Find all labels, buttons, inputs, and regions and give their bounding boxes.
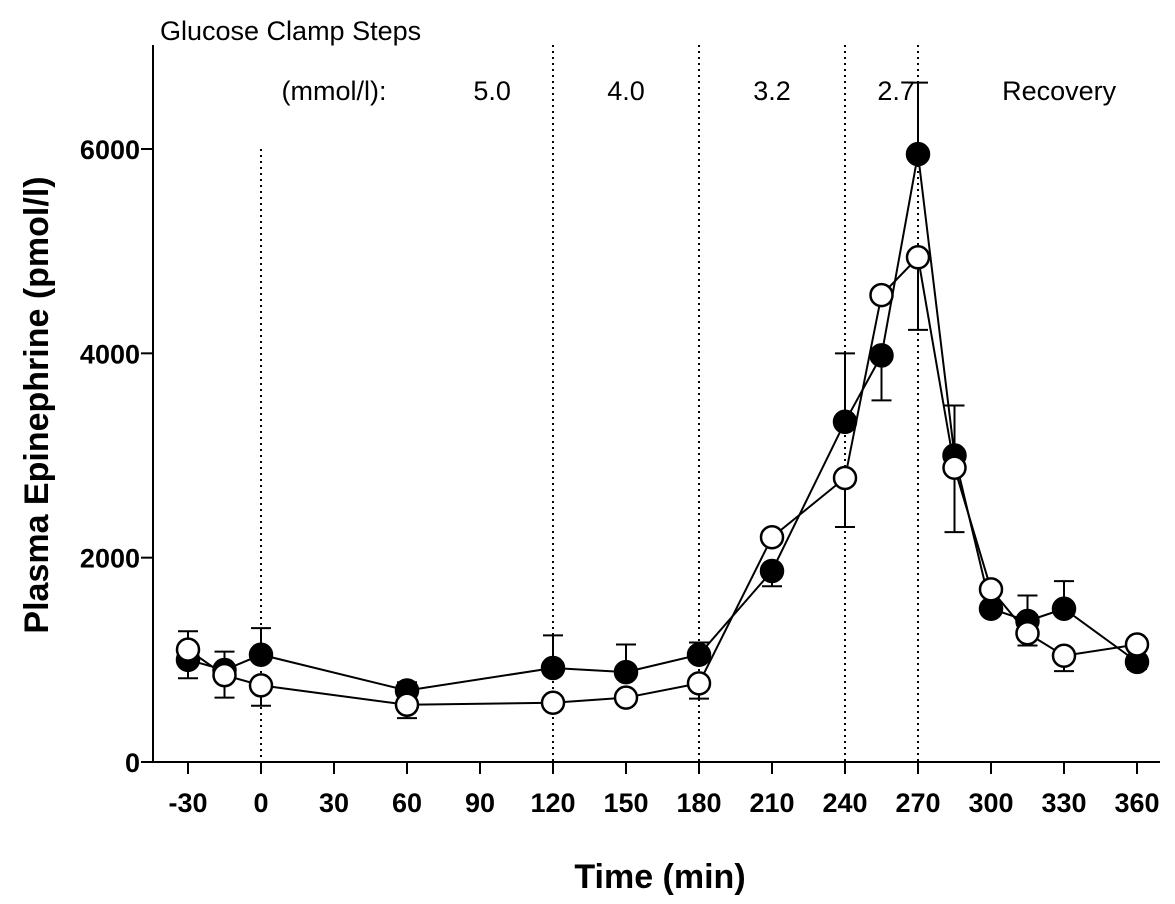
step-boundaries [260,45,919,762]
y-tick-label: 4000 [80,339,140,369]
open-point [905,245,931,270]
axes: -30 0 30 60 90 120 150 180 210 240 270 300 330 360 0 20… [80,45,1160,818]
open-point [978,577,1004,602]
step-label: 2.7 [877,76,915,106]
y-tick-label: 6000 [80,135,140,165]
step-label: 5.0 [473,76,511,106]
y-tick-label: 2000 [80,544,140,574]
step-label: Recovery [1002,76,1117,106]
open-point [686,671,712,696]
x-tick-label: 150 [603,788,648,818]
x-tick-label: 360 [1114,788,1159,818]
series-line [187,255,1138,706]
y-axis-title: Plasma Epinephrine (pmol/l) [18,176,56,633]
open-point [1051,643,1077,668]
x-tick-label: 210 [749,788,794,818]
open-point [1015,621,1040,646]
filled-point [1051,596,1077,621]
open-point [540,690,566,715]
x-tick-label: 90 [465,788,495,818]
series-layer [175,81,1150,720]
step-label: 3.2 [753,76,791,106]
x-tick-label: 60 [392,788,422,818]
x-tick-label: -30 [168,788,207,818]
filled-point [686,642,712,667]
open-point [394,692,420,718]
chart-title: Glucose Clamp Steps [160,16,421,46]
series-open [175,245,1150,720]
series-filled [175,81,1150,703]
open-point [942,455,967,481]
filled-point [832,409,858,435]
x-tick-label: 330 [1041,788,1086,818]
open-point [248,673,274,698]
open-point [175,637,201,662]
open-point [832,465,858,491]
x-tick-label: 270 [895,788,940,818]
x-axis-title: Time (min) [574,858,745,896]
series-line [187,153,1138,692]
filled-point [248,642,274,667]
x-tick-label: 30 [319,788,349,818]
filled-point [759,558,785,584]
x-tick-label: 120 [530,788,575,818]
step-label: (mmol/l): [282,76,387,106]
y-tick-label: 0 [125,748,140,778]
open-point [212,662,237,688]
step-label: 4.0 [607,76,645,106]
open-point [759,524,785,550]
x-tick-label: 0 [253,788,268,818]
filled-point [905,141,931,167]
filled-point [869,343,894,368]
open-point [869,282,894,308]
filled-point [613,659,639,685]
x-tick-label: 300 [968,788,1013,818]
step-labels: (mmol/l): 5.0 4.0 3.2 2.7 Recovery [282,76,1117,106]
x-tick-label: 180 [676,788,721,818]
open-point [613,685,639,710]
filled-point [540,655,566,681]
open-point [1124,632,1150,657]
x-tick-label: 240 [822,788,867,818]
